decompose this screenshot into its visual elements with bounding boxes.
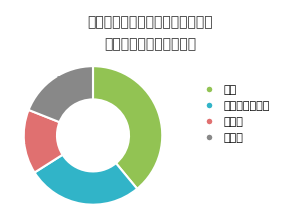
Wedge shape [34, 155, 137, 205]
Text: 27%: 27% [83, 186, 110, 199]
Wedge shape [24, 110, 63, 172]
Wedge shape [93, 66, 162, 189]
Wedge shape [28, 66, 93, 122]
Text: 15%: 15% [23, 135, 49, 147]
Text: 土地購入をする際、土地の履歴は
どのように調べますか？: 土地購入をする際、土地の履歴は どのように調べますか？ [87, 16, 213, 51]
Text: 39%: 39% [135, 122, 161, 135]
Text: 19%: 19% [56, 75, 82, 88]
Legend: 行政, インターネット, 口コミ, その他: 行政, インターネット, 口コミ, その他 [194, 80, 274, 148]
